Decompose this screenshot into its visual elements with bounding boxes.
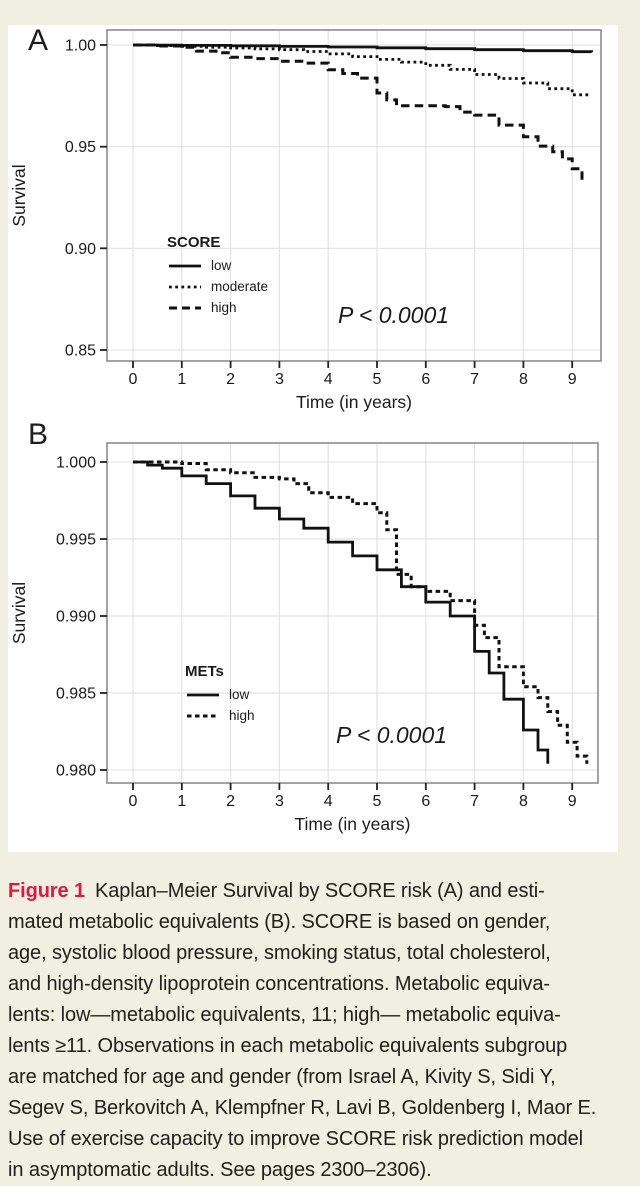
svg-text:5: 5 bbox=[373, 371, 382, 388]
dotted-line-sample-icon bbox=[169, 285, 201, 288]
svg-text:1: 1 bbox=[177, 793, 186, 810]
caption-line: Segev S, Berkovitch A, Klempfner R, Lavi… bbox=[8, 1097, 597, 1119]
panel-label-b: B bbox=[28, 418, 49, 451]
svg-text:0.990: 0.990 bbox=[56, 609, 96, 626]
legend-score-title: SCORE bbox=[167, 234, 221, 251]
figure-caption: Figure 1 Kaplan–Meier Survival by SCORE r… bbox=[8, 876, 636, 1186]
svg-text:9: 9 bbox=[568, 793, 577, 810]
legend-mets: METs low high bbox=[185, 663, 255, 726]
caption-line: lents ≥11. Observations in each metaboli… bbox=[8, 1035, 568, 1057]
svg-text:4: 4 bbox=[324, 793, 333, 810]
svg-text:4: 4 bbox=[324, 371, 333, 388]
caption-line: Figure 1 Kaplan–Meier Survival by SCORE r… bbox=[8, 876, 636, 907]
svg-text:1: 1 bbox=[177, 371, 186, 388]
legend-score: SCORE low moderate high bbox=[167, 234, 268, 318]
svg-text:7: 7 bbox=[470, 793, 479, 810]
svg-text:5: 5 bbox=[373, 793, 382, 810]
caption-line: Use of exercise capacity to improve SCOR… bbox=[8, 1128, 584, 1150]
svg-text:6: 6 bbox=[421, 371, 430, 388]
svg-text:8: 8 bbox=[519, 793, 528, 810]
svg-text:Time (in years): Time (in years) bbox=[296, 392, 412, 412]
legend-row-high: high bbox=[185, 705, 255, 726]
svg-text:0.985: 0.985 bbox=[56, 686, 96, 703]
legend-row-low: low bbox=[167, 255, 268, 276]
caption-line: age, systolic blood pressure, smoking st… bbox=[8, 942, 551, 964]
legend-row-low: low bbox=[185, 684, 255, 705]
legend-label-moderate: moderate bbox=[211, 279, 269, 294]
legend-mets-title: METs bbox=[185, 663, 224, 680]
caption-line: mated metabolic equivalents (B). SCORE i… bbox=[8, 911, 551, 933]
svg-text:8: 8 bbox=[519, 371, 528, 388]
panel-label-a: A bbox=[28, 24, 49, 57]
svg-text:0.85: 0.85 bbox=[65, 343, 96, 360]
svg-text:9: 9 bbox=[568, 371, 577, 388]
dashed-line-sample-icon bbox=[169, 306, 201, 309]
svg-text:6: 6 bbox=[421, 793, 430, 810]
svg-text:0.95: 0.95 bbox=[65, 139, 96, 156]
legend-label-high: high bbox=[211, 300, 237, 315]
svg-text:2: 2 bbox=[226, 371, 235, 388]
legend-row-high: high bbox=[167, 297, 268, 318]
svg-text:3: 3 bbox=[275, 793, 284, 810]
caption-line: and high-density lipoprotein concentrati… bbox=[8, 973, 550, 995]
figure-number-label: Figure 1 bbox=[8, 880, 85, 902]
svg-text:2: 2 bbox=[226, 793, 235, 810]
p-value-panel-b: P < 0.0001 bbox=[336, 722, 448, 748]
km-chart-a: 0 1 2 3 4 5 6 7 8 9 1.00 0.95 0.90 0.85 Time (in years… bbox=[9, 29, 602, 412]
svg-text:1.00: 1.00 bbox=[65, 38, 96, 55]
figure-white-background bbox=[8, 25, 618, 852]
svg-text:Time (in years): Time (in years) bbox=[294, 814, 410, 834]
caption-line: are matched for age and gender (from Isr… bbox=[8, 1066, 556, 1088]
p-value-panel-a: P < 0.0001 bbox=[338, 302, 450, 328]
caption-line: in asymptomatic adults. See pages 2300–2… bbox=[8, 1159, 432, 1181]
legend-label-low: low bbox=[229, 687, 250, 702]
svg-text:0.995: 0.995 bbox=[56, 532, 96, 549]
svg-text:3: 3 bbox=[275, 371, 284, 388]
svg-text:1.000: 1.000 bbox=[56, 455, 96, 472]
svg-text:Survival: Survival bbox=[9, 582, 29, 644]
svg-text:0.90: 0.90 bbox=[65, 241, 96, 258]
svg-text:Survival: Survival bbox=[9, 164, 29, 226]
shortdash-line-sample-icon bbox=[187, 714, 219, 717]
solid-line-sample-icon bbox=[187, 693, 219, 696]
svg-text:7: 7 bbox=[470, 371, 479, 388]
svg-text:0.980: 0.980 bbox=[56, 763, 96, 780]
svg-text:0: 0 bbox=[129, 793, 138, 810]
legend-label-low: low bbox=[211, 258, 232, 273]
caption-text: Kaplan–Meier Survival by SCORE risk (A) … bbox=[95, 880, 545, 902]
solid-line-sample-icon bbox=[169, 264, 201, 267]
km-chart-b: 0 1 2 3 4 5 6 7 8 9 1.000 0.995 0.990 0.985 0.980 Time … bbox=[9, 442, 599, 834]
legend-label-high: high bbox=[229, 708, 255, 723]
caption-line: lents: low—metabolic equivalents, 11; hi… bbox=[8, 1004, 561, 1026]
legend-row-moderate: moderate bbox=[167, 276, 268, 297]
svg-text:0: 0 bbox=[129, 371, 138, 388]
